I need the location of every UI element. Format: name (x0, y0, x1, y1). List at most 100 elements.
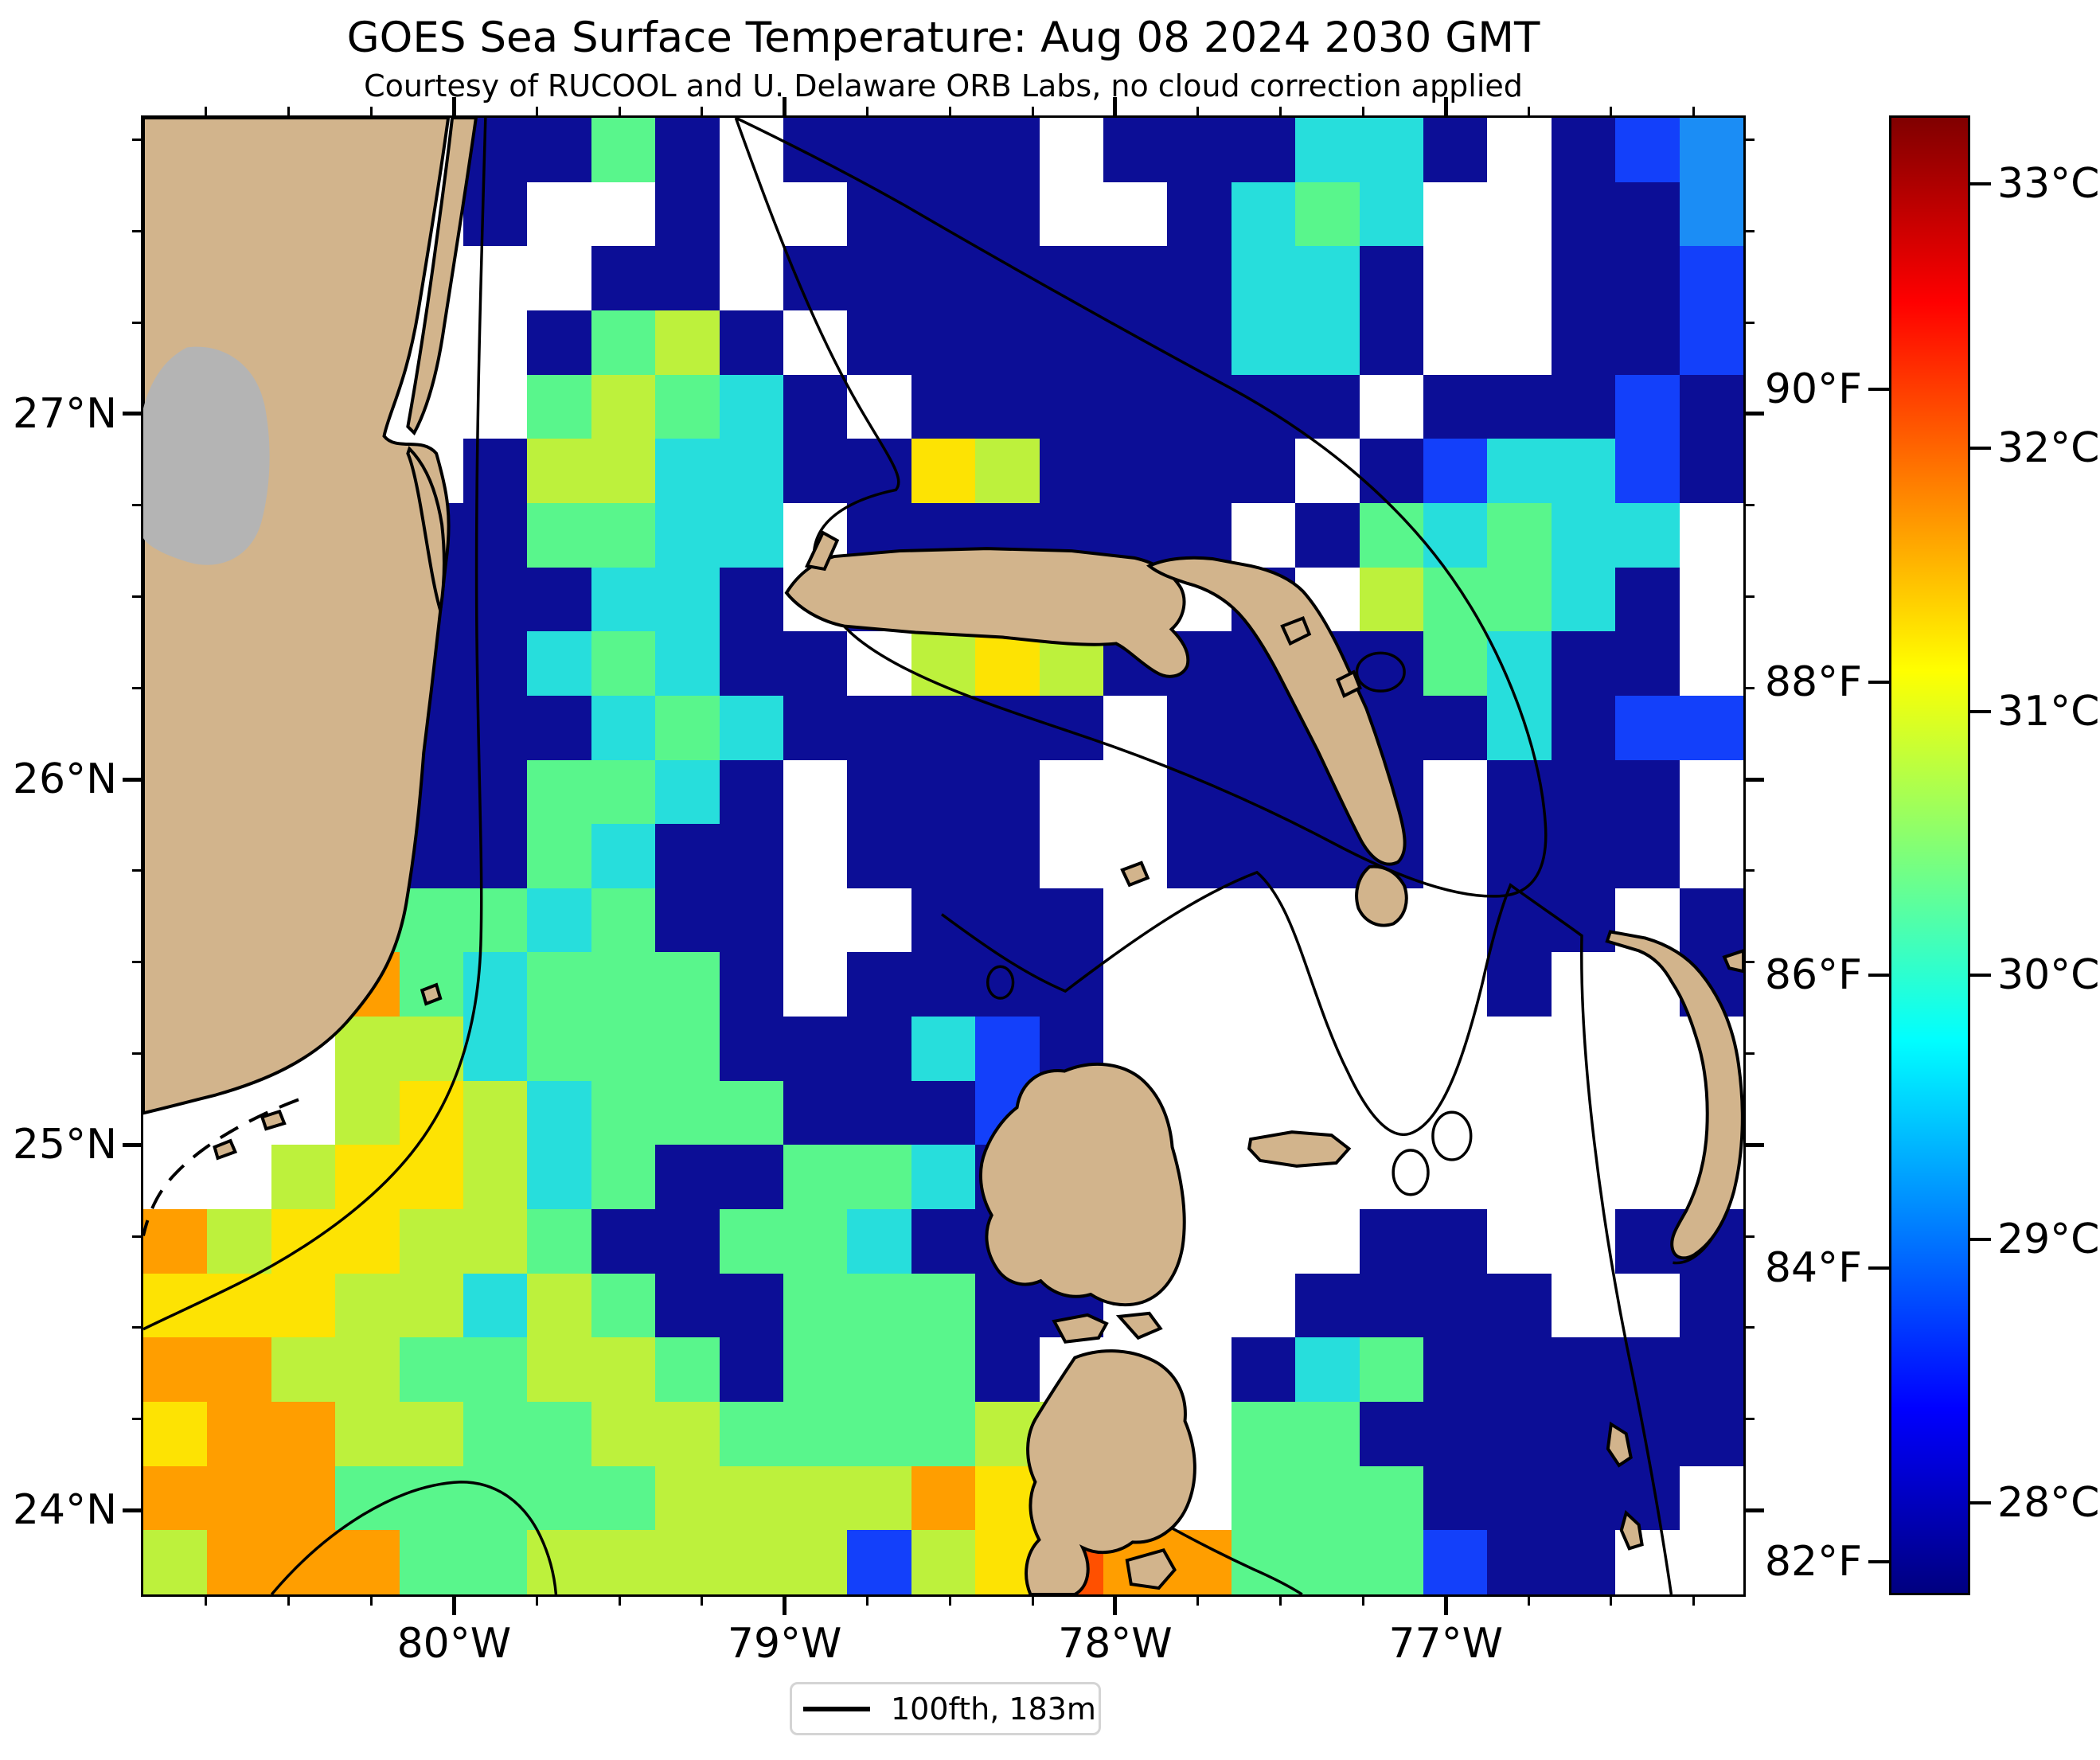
sst-cell (783, 952, 848, 1017)
sst-cell (1231, 952, 1296, 1017)
sst-cell (911, 1402, 976, 1466)
contour-florida-shelf (143, 118, 487, 1331)
sst-cell (783, 439, 848, 503)
sst-cell (911, 695, 976, 760)
sst-cell (719, 1209, 783, 1274)
colorbar-tick-fahrenheit (1868, 387, 1889, 391)
exuma-islet-2 (1619, 1509, 1644, 1551)
sst-cell (399, 1209, 463, 1274)
y-tick-label: 24°N (12, 1486, 117, 1535)
figure-title: GOES Sea Surface Temperature: Aug 08 202… (346, 14, 1540, 62)
x-major-tick (1113, 1594, 1118, 1615)
y-minor-tick (132, 595, 143, 598)
sst-cell (591, 759, 656, 825)
sst-cell (1359, 181, 1423, 247)
y-major-tick (123, 412, 143, 416)
sst-cell (1167, 952, 1232, 1017)
sst-cell (143, 1402, 208, 1466)
sst-cell (1487, 1145, 1552, 1210)
x-minor-tick (948, 1594, 951, 1606)
sst-cell (271, 1402, 336, 1466)
sst-cell (527, 1080, 591, 1145)
sst-cell (655, 1145, 720, 1210)
sst-cell (911, 1080, 976, 1145)
sst-cell (1487, 310, 1552, 375)
y-minor-tick-right (1743, 869, 1755, 872)
sst-cell (1231, 439, 1296, 503)
sst-cell (911, 824, 976, 888)
sst-cell (399, 1017, 463, 1081)
sst-cell (1103, 759, 1168, 825)
y-tick-label: 25°N (12, 1121, 117, 1169)
sst-cell (1487, 181, 1552, 247)
sst-cell (719, 952, 783, 1017)
sst-cell (1615, 567, 1680, 632)
sst-cell (463, 502, 528, 568)
sst-cell (1039, 759, 1103, 825)
sst-cell (1487, 502, 1552, 568)
sst-cell (655, 1209, 720, 1274)
sst-cell (1231, 246, 1296, 310)
sst-cell (1295, 118, 1360, 182)
y-minor-tick-right (1743, 686, 1755, 689)
sst-cell (975, 631, 1040, 696)
sst-cell (527, 1017, 591, 1081)
andros-island-north (978, 1062, 1186, 1307)
sst-cell (399, 1530, 463, 1594)
sst-cell (911, 888, 976, 953)
sst-cell (1487, 1080, 1552, 1145)
sst-cell (655, 439, 720, 503)
abaco-island (1146, 556, 1407, 866)
y-minor-tick (132, 1235, 143, 1238)
sst-cell (911, 310, 976, 375)
sst-cell (399, 1337, 463, 1403)
sst-cell (1231, 695, 1296, 760)
sst-cell (591, 181, 656, 247)
x-minor-tick-top (535, 107, 538, 118)
sst-cell (1231, 502, 1296, 568)
sst-cell (335, 1465, 400, 1531)
sst-cell (1359, 1273, 1423, 1338)
sst-cell (655, 1080, 720, 1145)
y-major-tick (123, 1508, 143, 1512)
sst-cell (1295, 246, 1360, 310)
sst-cell (1487, 118, 1552, 182)
sst-cell (591, 118, 656, 182)
x-minor-tick (1279, 1594, 1282, 1606)
x-minor-tick (287, 1594, 291, 1606)
sst-cell (975, 952, 1040, 1017)
sst-cell (1423, 181, 1488, 247)
sst-cell (1423, 1465, 1488, 1531)
x-minor-tick-top (948, 107, 951, 118)
y-major-tick-right (1743, 777, 1764, 782)
sst-cell (591, 1017, 656, 1081)
sst-cell (1487, 1530, 1552, 1594)
sst-cell (1551, 631, 1616, 696)
sst-cell (1295, 374, 1360, 439)
sst-cell (1551, 1145, 1616, 1210)
sst-cell (783, 1465, 848, 1531)
sst-cell (1359, 439, 1423, 503)
sst-cell (847, 1465, 911, 1531)
sst-cell (1423, 374, 1488, 439)
sst-cell (655, 1465, 720, 1531)
sst-cell (591, 1209, 656, 1274)
colorbar-label-fahrenheit: 90°F (1764, 365, 1862, 413)
sst-cell (1359, 567, 1423, 632)
y-major-tick-right (1743, 1508, 1764, 1512)
contour-cay-sal-bank (270, 1481, 558, 1594)
sst-cell (1615, 118, 1680, 182)
lake-okeechobee (143, 346, 270, 565)
sst-cell (1167, 118, 1232, 182)
sst-cell (1103, 952, 1168, 1017)
sst-cell (1487, 1017, 1552, 1081)
y-minor-tick (132, 961, 143, 964)
sst-cell (591, 1530, 656, 1594)
contour-small-oval-3 (986, 965, 1015, 1000)
eleuthera-island (1605, 930, 1743, 1260)
sst-cell (1423, 246, 1488, 310)
sst-cell (911, 439, 976, 503)
colorbar-label-fahrenheit: 86°F (1764, 951, 1862, 1000)
sst-cell (591, 567, 656, 632)
